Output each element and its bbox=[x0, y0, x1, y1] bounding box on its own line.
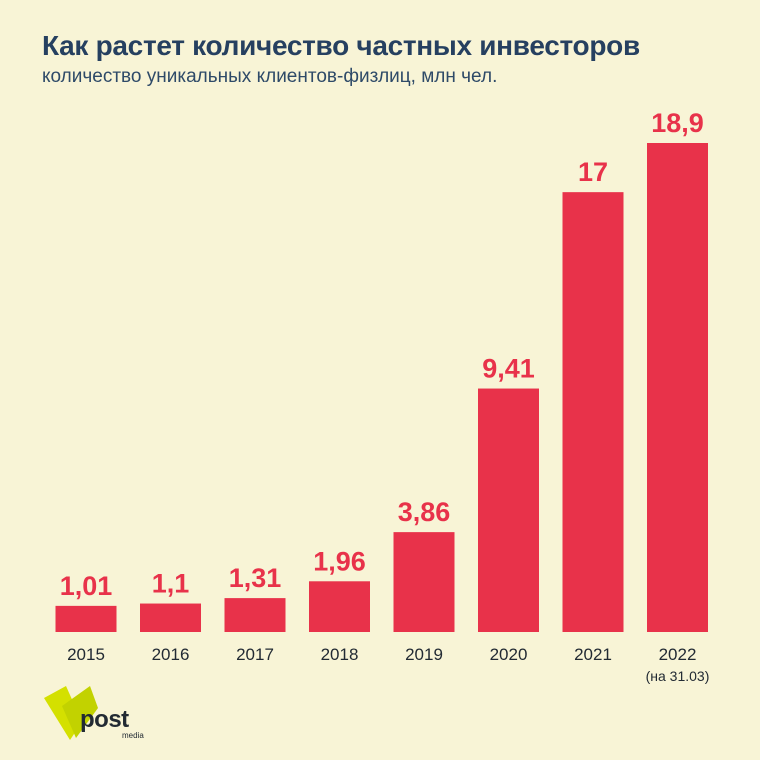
x-tick-label-2015: 2015 bbox=[67, 645, 105, 664]
x-tick-label-2018: 2018 bbox=[321, 645, 359, 664]
x-tick-note-2022: (на 31.03) bbox=[646, 668, 710, 684]
x-tick-label-2022: 2022 bbox=[659, 645, 697, 664]
postmedia-logo-icon bbox=[44, 686, 98, 740]
logo-subtext: media bbox=[122, 731, 144, 740]
bar-chart: 1,01 2015 1,1 2016 1,31 2017 1,96 2018 3,86 2019 9… bbox=[55, 108, 710, 684]
chart-title: Как растет количество частных инвесторов bbox=[42, 30, 640, 61]
x-tick-label-2020: 2020 bbox=[490, 645, 528, 664]
value-label-2019: 3,86 bbox=[398, 497, 451, 527]
bar-2022 bbox=[647, 143, 708, 632]
bar-2019 bbox=[393, 532, 455, 632]
value-label-2016: 1,1 bbox=[152, 569, 190, 599]
x-tick-label-2021: 2021 bbox=[574, 645, 612, 664]
bar-2017 bbox=[224, 598, 286, 632]
logo-text: post bbox=[80, 706, 129, 733]
chart-subtitle: количество уникальных клиентов-физлиц, м… bbox=[42, 66, 498, 87]
x-tick-label-2019: 2019 bbox=[405, 645, 443, 664]
value-label-2022: 18,9 bbox=[651, 108, 704, 138]
value-label-2015: 1,01 bbox=[60, 571, 113, 601]
bar-2021 bbox=[562, 192, 624, 632]
value-label-2017: 1,31 bbox=[229, 563, 282, 593]
value-label-2020: 9,41 bbox=[482, 354, 535, 384]
x-tick-label-2017: 2017 bbox=[236, 645, 274, 664]
x-tick-label-2016: 2016 bbox=[152, 645, 190, 664]
bar-2018 bbox=[309, 581, 370, 632]
bar-2020 bbox=[478, 388, 539, 632]
value-label-2018: 1,96 bbox=[313, 546, 366, 576]
bar-2015 bbox=[55, 605, 117, 632]
value-label-2021: 17 bbox=[578, 157, 608, 187]
bar-2016 bbox=[140, 603, 201, 632]
